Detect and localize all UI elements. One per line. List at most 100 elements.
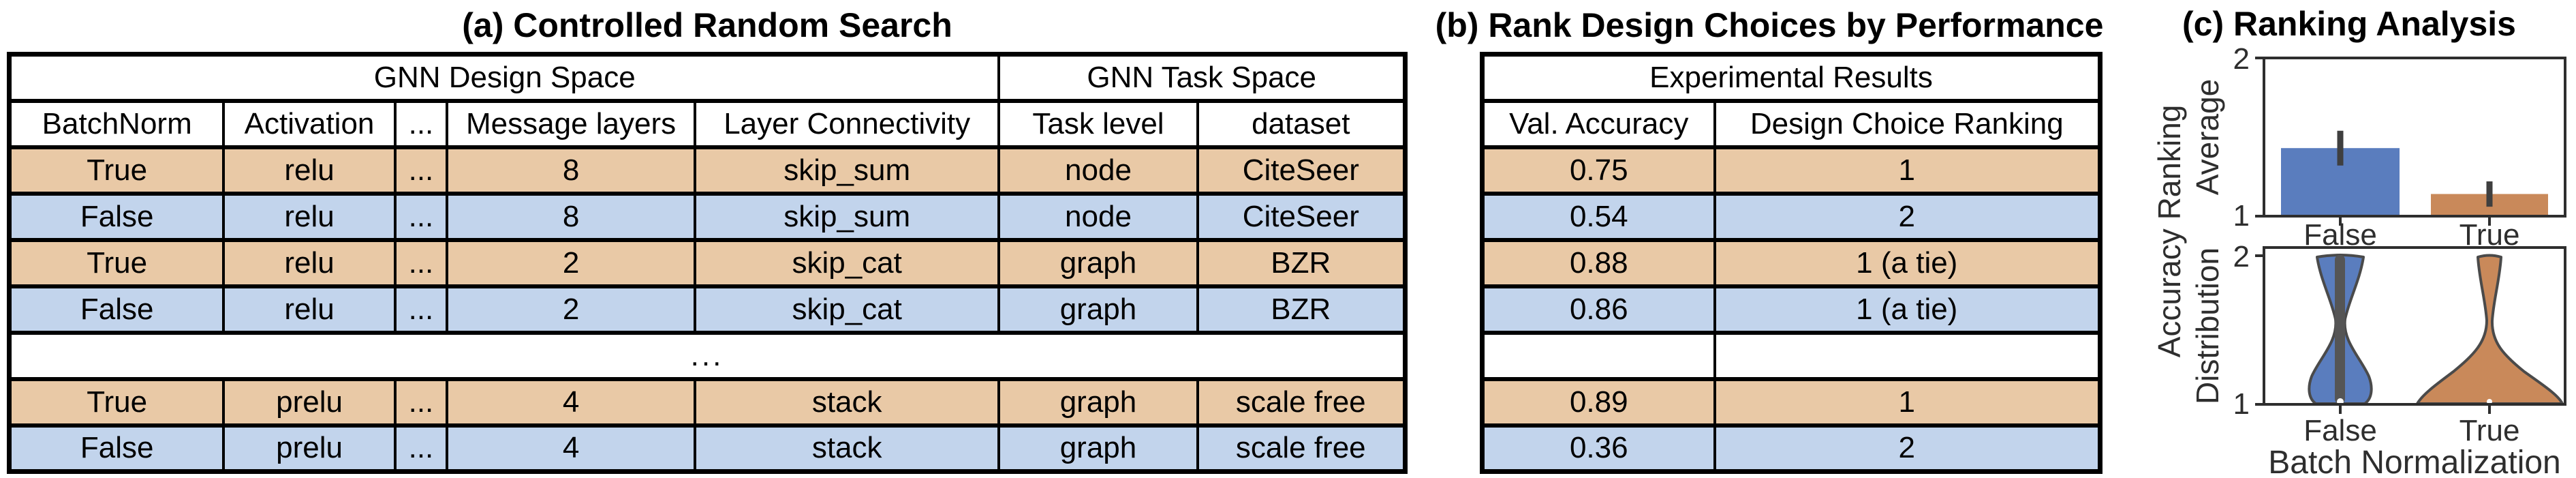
table-row: Val. Accuracy Design Choice Ranking	[1480, 98, 2102, 149]
ranking-analysis-charts: (c) Ranking Analysis Accuracy Ranking Av…	[2152, 5, 2566, 478]
cell: scale free	[1196, 376, 1407, 428]
cell: ...	[393, 284, 449, 335]
table-row: False relu ... 2 skip_cat graph BZR	[7, 284, 1407, 335]
cell: 1	[1713, 376, 2102, 428]
cell: False	[7, 191, 226, 242]
panel-a-title: (a) Controlled Random Search	[462, 6, 952, 44]
cell: relu	[222, 145, 397, 196]
table-row: 0.36 2	[1480, 423, 2102, 474]
column-header-dataset: dataset	[1196, 98, 1407, 149]
cell: graph	[997, 237, 1199, 288]
cell: 4	[446, 376, 696, 428]
column-header-activation: Activation	[222, 98, 397, 149]
cell: ...	[393, 145, 449, 196]
table-row: GNN Design Space GNN Task Space	[7, 52, 1407, 103]
cell: relu	[222, 284, 397, 335]
blank-cell	[1713, 330, 2102, 381]
table-row: 0.54 2	[1480, 191, 2102, 242]
cell: 0.86	[1480, 284, 1716, 335]
violin-axes-frame	[2263, 246, 2566, 406]
cell: BZR	[1196, 284, 1407, 335]
cell: graph	[997, 423, 1199, 474]
x-tick-label-false: False	[2303, 414, 2377, 447]
x-axis-label: Batch Normalization	[2268, 445, 2561, 478]
table-row: True relu ... 8 skip_sum node CiteSeer	[7, 145, 1407, 196]
cell: 0.88	[1480, 237, 1716, 288]
table-row: False prelu ... 4 stack graph scale free	[7, 423, 1407, 474]
cell: stack	[693, 423, 1001, 474]
cell: True	[7, 237, 226, 288]
cell: 4	[446, 423, 696, 474]
cell: 8	[446, 145, 696, 196]
table-row: 0.88 1 (a tie)	[1480, 237, 2102, 288]
table-row: True relu ... 2 skip_cat graph BZR	[7, 237, 1407, 288]
cell: 2	[1713, 191, 2102, 242]
cell: scale free	[1196, 423, 1407, 474]
cell: CiteSeer	[1196, 145, 1407, 196]
cell: 0.75	[1480, 145, 1716, 196]
column-header-design-choice-ranking: Design Choice Ranking	[1713, 98, 2102, 149]
column-header-layer-connectivity: Layer Connectivity	[693, 98, 1001, 149]
y-tick-label: 2	[2233, 240, 2250, 273]
cell: 1	[1713, 145, 2102, 196]
cell: 0.54	[1480, 191, 1716, 242]
cell: True	[7, 376, 226, 428]
results-table: Experimental Results Val. Accuracy Desig…	[1480, 52, 2102, 474]
table-row: 0.86 1 (a tie)	[1480, 284, 2102, 335]
violin-false-inner-box	[2335, 255, 2345, 404]
table-row: True prelu ... 4 stack graph scale free	[7, 376, 1407, 428]
cell: stack	[693, 376, 1001, 428]
cell: relu	[222, 191, 397, 242]
cell: skip_cat	[693, 284, 1001, 335]
cell: graph	[997, 284, 1199, 335]
column-header-message-layers: Message layers	[446, 98, 696, 149]
x-tick-label-false: False	[2303, 218, 2377, 252]
cell: False	[7, 284, 226, 335]
cell: 2	[1713, 423, 2102, 474]
panel-c-title: (c) Ranking Analysis	[2182, 5, 2516, 43]
cell: node	[997, 191, 1199, 242]
cell: 2	[446, 284, 696, 335]
table-row: 0.89 1	[1480, 376, 2102, 428]
column-header-batchnorm: BatchNorm	[7, 98, 226, 149]
table-row: False relu ... 8 skip_sum node CiteSeer	[7, 191, 1407, 242]
group-header-design-space: GNN Design Space	[7, 52, 1001, 103]
bar-chart-axes-frame	[2263, 57, 2566, 218]
column-header-task-level: Task level	[997, 98, 1199, 149]
cell: skip_sum	[693, 145, 1001, 196]
table-row-ellipsis: ...	[7, 330, 1407, 381]
table-row: 0.75 1	[1480, 145, 2102, 196]
panel-b-title: (b) Rank Design Choices by Performance	[1435, 6, 2104, 44]
violin-true	[2416, 254, 2564, 405]
x-tick-label-true: True	[2459, 218, 2520, 252]
shared-y-axis-label: Accuracy Ranking	[2152, 105, 2187, 358]
cell: ...	[393, 237, 449, 288]
cell: 0.89	[1480, 376, 1716, 428]
cell: graph	[997, 376, 1199, 428]
violin-y-axis-label: Distribution	[2190, 248, 2225, 404]
cell: 1 (a tie)	[1713, 284, 2102, 335]
cell: False	[7, 423, 226, 474]
cell: 2	[446, 237, 696, 288]
cell: ...	[393, 376, 449, 428]
y-tick-label: 2	[2233, 42, 2250, 76]
column-header-val-accuracy: Val. Accuracy	[1480, 98, 1716, 149]
table-row: Experimental Results	[1480, 52, 2102, 103]
x-tick-label-true: True	[2459, 414, 2520, 447]
ellipsis-cell: ...	[7, 330, 1407, 381]
cell: 0.36	[1480, 423, 1716, 474]
cell: skip_cat	[693, 237, 1001, 288]
cell: ...	[393, 423, 449, 474]
column-header-ellipsis: ...	[393, 98, 449, 149]
cell: prelu	[222, 423, 397, 474]
cell: node	[997, 145, 1199, 196]
cell: skip_sum	[693, 191, 1001, 242]
y-tick-label: 1	[2233, 199, 2250, 233]
table-row-blank	[1480, 330, 2102, 381]
cell: 1 (a tie)	[1713, 237, 2102, 288]
bar-chart-y-axis-label: Average	[2190, 79, 2225, 196]
cell: prelu	[222, 376, 397, 428]
cell: BZR	[1196, 237, 1407, 288]
design-space-table: GNN Design Space GNN Task Space BatchNor…	[7, 52, 1408, 474]
